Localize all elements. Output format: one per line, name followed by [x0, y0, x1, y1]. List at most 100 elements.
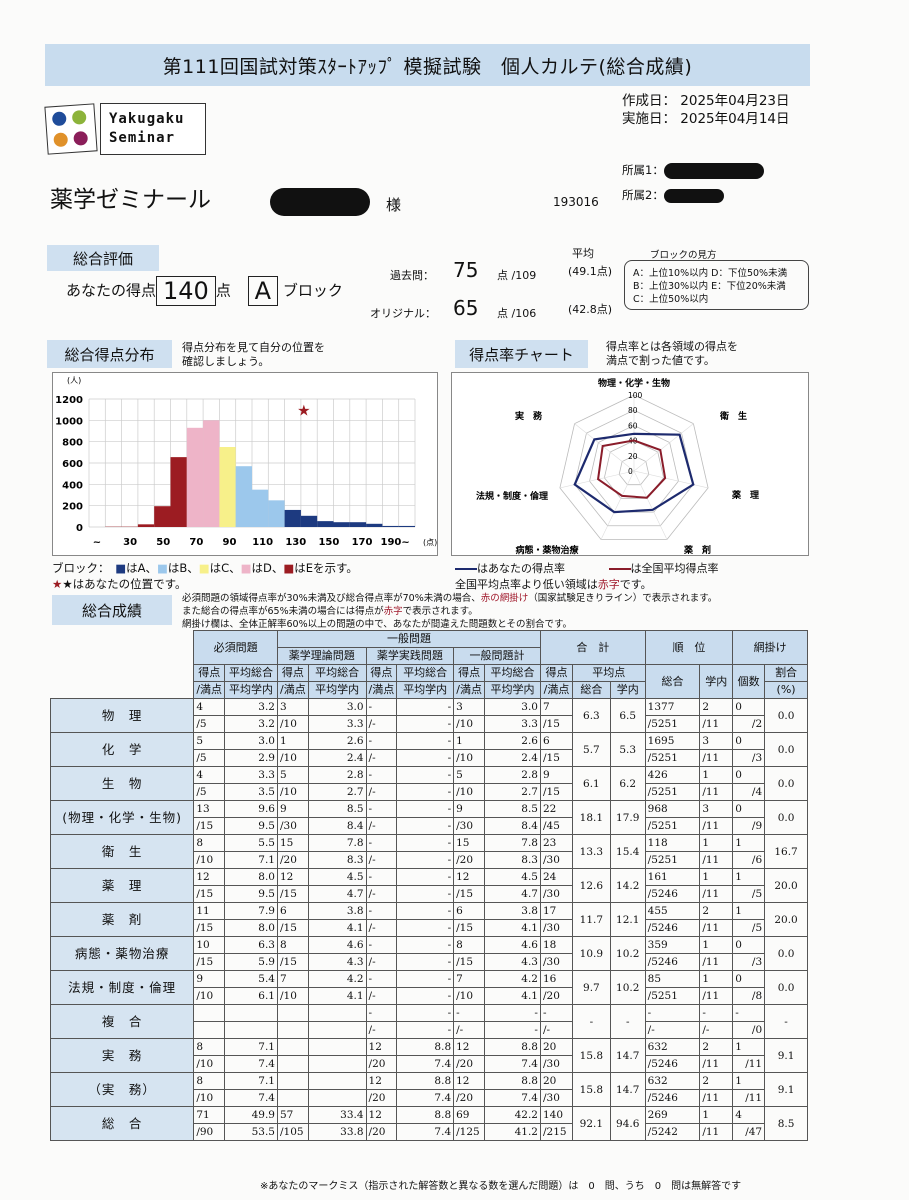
full-score: /10 — [276, 715, 309, 733]
th-rank: 順 位 — [644, 630, 734, 665]
total-score: 23 — [539, 834, 573, 852]
score: 8 — [193, 1072, 226, 1090]
full-score: /10 — [193, 851, 226, 869]
table-row: 薬 理 12 8.0 12 4.5- -12 4.5 24 12.6 14.2 161 1 1 20.0 — [49, 868, 808, 903]
radar-grid-ring — [559, 394, 709, 540]
histogram-bar — [284, 509, 301, 527]
table-row: 物 理 4 3.2 3 3.0- -3 3.0 7 6.3 6.5 1377 2 0 0.0 — [49, 698, 808, 733]
mesh-count: 0 — [732, 970, 766, 988]
avg-all: 8.8 — [396, 1106, 455, 1124]
score-unit: 点 — [215, 281, 231, 300]
th-score: 得点 — [539, 664, 573, 682]
radar-note: 全国平均点率より低い領域は赤字です。 — [455, 576, 652, 592]
avg-all: 7.9 — [224, 902, 278, 920]
avg-all: 2.6 — [307, 732, 367, 750]
rank-school: 1 — [699, 868, 734, 886]
table-row-sub: /90 53.5/105 33.8/20 7.4/125 41.2/215/5242/1… — [51, 1123, 808, 1141]
section-radar: 得点率チャート — [455, 340, 588, 368]
affiliation-1: 所属1： — [622, 158, 764, 183]
avg-all: - — [396, 970, 455, 988]
row-label: 生 物 — [49, 766, 195, 801]
full-score: /30 — [276, 817, 309, 835]
score: 8 — [453, 936, 486, 954]
row-label: 総 合 — [49, 1106, 195, 1141]
mesh-count: 0 — [732, 732, 766, 750]
avg-all: 2.6 — [484, 732, 541, 750]
score — [276, 1004, 309, 1022]
th-avg-pt: 平均点 — [571, 664, 646, 682]
mesh-count: 0 — [732, 800, 766, 818]
score: 10 — [193, 936, 226, 954]
histogram-bar — [268, 500, 285, 527]
rank-all-of: /5251 — [644, 987, 701, 1005]
rank-school-of: /11 — [699, 817, 734, 835]
th-full: /満点 — [539, 681, 573, 699]
mesh-count-of: /5 — [732, 885, 766, 903]
mesh-count-of: /9 — [732, 817, 766, 835]
th-count: 個数 — [732, 664, 766, 699]
orig-label: オリジナル： — [370, 307, 436, 320]
rank-all-of: /5251 — [644, 851, 701, 869]
total-score: 17 — [539, 902, 573, 920]
avg-school: 4.1 — [484, 987, 541, 1005]
full-score — [276, 1021, 309, 1039]
score: 12 — [365, 1106, 398, 1124]
conducted-date: 実施日： 2025年04月14日 — [622, 111, 790, 127]
avg-school: 9.5 — [224, 885, 278, 903]
avg-all: 3.8 — [307, 902, 367, 920]
note-text: です。 — [619, 578, 652, 591]
star-note: ★★はあなたの位置です。 — [52, 576, 186, 592]
full-score: /10 — [453, 749, 486, 767]
avg-school: - — [396, 749, 455, 767]
total-avg-all: 10.9 — [571, 936, 611, 971]
results-notes: 必須問題の領域得点率が30%未満及び総合得点率が70%未満の場合、赤の網掛け（国… — [182, 592, 822, 631]
avg-all: 3.3 — [224, 766, 278, 784]
score: 5 — [193, 732, 226, 750]
rank-school-of: /11 — [699, 783, 734, 801]
histogram-bar — [154, 506, 171, 527]
table-row: 実 務 8 7.1 12 8.8 12 8.8 20 15.8 14.7 632 2 1 9.1 — [49, 1038, 808, 1073]
rank-school-of: /11 — [699, 1123, 734, 1141]
legend-text: はA、 — [126, 561, 157, 575]
rank-all: 161 — [644, 868, 701, 886]
avg-school: - — [396, 885, 455, 903]
avg-school: 3.5 — [224, 783, 278, 801]
score: 6 — [453, 902, 486, 920]
mesh-ratio: 20.0 — [764, 868, 808, 903]
total-avg-school: 6.5 — [609, 698, 646, 733]
full-score — [193, 1021, 226, 1039]
avg-school: 4.3 — [484, 953, 541, 971]
orig-max: 点 /106 — [497, 307, 537, 320]
avg-school: 7.4 — [224, 1089, 278, 1107]
avg-school: 4.7 — [307, 885, 367, 903]
radar-tick-label: 80 — [628, 406, 638, 415]
total-full: /215 — [539, 1123, 573, 1141]
avg-school: 41.2 — [484, 1123, 541, 1141]
avg-school: - — [396, 919, 455, 937]
avg-all: 7.8 — [484, 834, 541, 852]
histogram-bar — [366, 523, 383, 527]
t: で表示されます。 — [402, 606, 478, 617]
full-score: /- — [365, 885, 398, 903]
avg-all: 8.8 — [484, 1038, 541, 1056]
note-text: 全国平均点率より低い領域は — [455, 578, 598, 591]
rank-all: 1377 — [644, 698, 701, 716]
mesh-count-of: /8 — [732, 987, 766, 1005]
block-unit: ブロック — [282, 281, 343, 300]
legend-you: はあなたの得点率 — [477, 562, 565, 575]
score: 1 — [276, 732, 309, 750]
avg-school: 7.1 — [224, 851, 278, 869]
table-row-sub: /10 6.1/10 4.1/- -/10 4.1/20/5251/11/8 — [51, 987, 808, 1005]
avg-all — [307, 1072, 367, 1090]
score: 71 — [193, 1106, 226, 1124]
mesh-ratio: 16.7 — [764, 834, 808, 869]
note-1: 必須問題の領域得点率が30%未満及び総合得点率が70%未満の場合、赤の網掛け（国… — [182, 592, 822, 605]
score: - — [365, 1004, 398, 1022]
aff2-label: 所属2： — [622, 188, 664, 202]
th-score: 得点 — [453, 664, 486, 682]
x-tick-label: 130 — [285, 537, 306, 548]
mesh-ratio: 0.0 — [764, 732, 808, 767]
th-avg-all: 平均総合 — [224, 664, 278, 682]
page-title: 第111回国試対策ｽﾀｰﾄｱｯﾌﾟ 模擬試験 個人カルテ(総合成績) — [45, 44, 810, 86]
x-tick-label: 150 — [318, 537, 339, 548]
